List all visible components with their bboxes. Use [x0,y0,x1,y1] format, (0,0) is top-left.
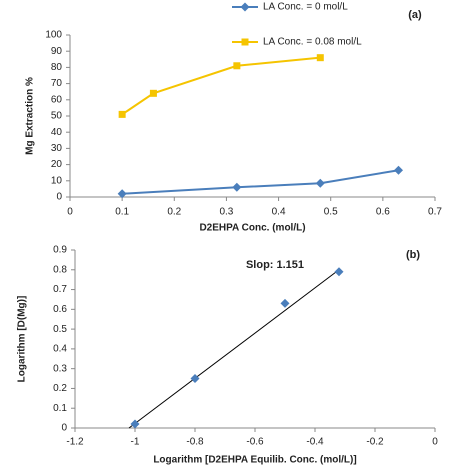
x-axis-label: Logarithm [D2EHPA Equilib. Conc. (mol/L)… [153,455,356,466]
marker [130,419,140,429]
x-tick-label: 0.1 [115,207,129,218]
annotation: Slop: 1.151 [246,259,304,271]
y-tick-label: 0.7 [53,284,67,295]
legend-marker [240,2,250,12]
marker [334,267,344,277]
marker [117,189,127,199]
y-tick-label: 60 [51,94,63,105]
y-tick-label: 70 [51,78,63,89]
y-tick-label: 0.9 [53,245,67,256]
legend-label: LA Conc. = 0.08 mol/L [263,37,362,48]
y-tick-label: 0 [56,192,62,203]
y-tick-label: 0 [61,423,67,434]
series-line [122,169,399,195]
y-tick-label: 100 [45,30,62,41]
annotation: (b) [406,249,420,261]
x-tick-label: 0.5 [324,207,338,218]
y-axis-label: Logarithm [D(Mg)] [17,296,28,383]
y-tick-label: 10 [51,175,63,186]
marker [316,54,324,62]
legend-marker [241,38,249,46]
annotation: (a) [408,9,422,21]
x-axis-label: D2EHPA Conc. (mol/L) [199,223,305,234]
y-tick-label: 0.1 [53,403,67,414]
x-tick-label: 0.4 [272,207,286,218]
marker [394,165,403,175]
marker [315,178,325,188]
legend-label: LA Conc. = 0 mol/L [263,2,348,13]
x-tick-label: 0 [432,437,438,448]
x-tick-label: -0.4 [306,437,324,448]
y-tick-label: 20 [51,159,63,170]
x-tick-label: -1.2 [66,437,84,448]
marker [232,182,242,192]
marker [190,374,200,384]
x-tick-label: 0.7 [428,207,442,218]
marker [118,110,126,118]
y-tick-label: 0.6 [53,304,67,315]
x-tick-label: -0.6 [246,437,264,448]
marker [233,62,241,70]
y-tick-label: 50 [51,111,63,122]
x-tick-label: -1 [131,437,140,448]
x-tick-label: 0 [67,207,73,218]
y-tick-label: 30 [51,143,63,154]
x-tick-label: -0.8 [186,437,204,448]
x-tick-label: -0.2 [366,437,384,448]
y-tick-label: 40 [51,127,63,138]
x-tick-label: 0.6 [376,207,390,218]
x-tick-label: 0.2 [167,207,181,218]
y-tick-label: 0.3 [53,363,67,374]
y-axis-label: Mg Extraction % [25,77,36,155]
x-tick-label: 0.3 [219,207,233,218]
trendline [128,269,340,429]
series-line [121,56,321,116]
y-tick-label: 90 [51,46,63,57]
y-tick-label: 80 [51,62,63,73]
y-tick-label: 0.5 [53,324,67,335]
y-tick-label: 0.4 [53,344,67,355]
y-tick-label: 0.8 [53,264,67,275]
marker [149,89,157,97]
y-tick-label: 0.2 [53,383,67,394]
marker [280,298,290,308]
